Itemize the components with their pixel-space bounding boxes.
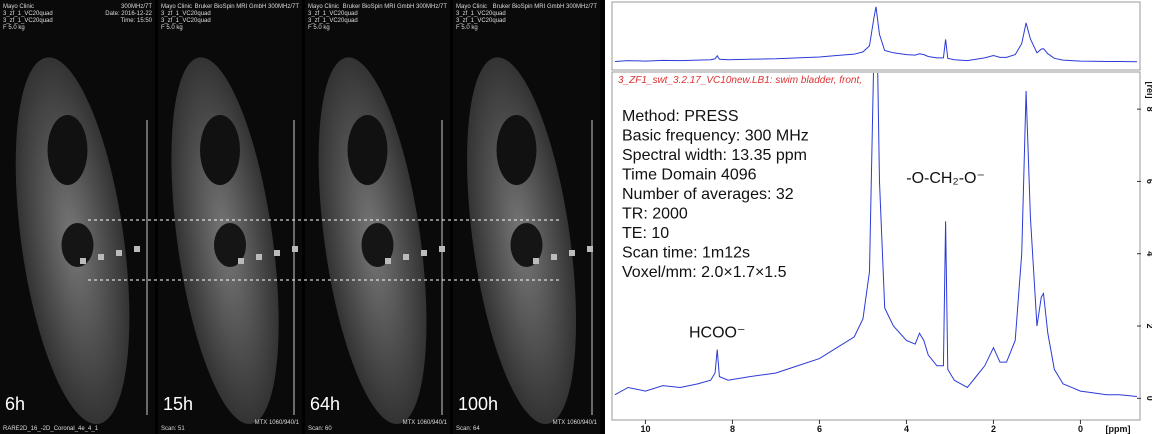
time-label: 64h — [310, 394, 340, 414]
parameter: Spectral width: 13.35 ppm — [622, 147, 807, 164]
x-axis-label: [ppm] — [1106, 424, 1131, 434]
voxel-marker — [403, 254, 409, 260]
voxel-marker — [551, 254, 557, 260]
x-tick-label: 4 — [904, 424, 909, 434]
x-tick-label: 0 — [1078, 424, 1083, 434]
parameter: Time Domain 4096 — [622, 167, 757, 184]
voxel-marker — [587, 246, 593, 252]
header-text: Mayo Clinic — [456, 4, 487, 10]
parameter: Method: PRESS — [622, 108, 739, 125]
header-text: 300MHz/7T — [121, 4, 152, 10]
overview-frame — [611, 1, 1141, 71]
swim-bladder — [510, 223, 543, 267]
header-text: 3_zf_1_VC20quad — [3, 18, 53, 24]
footer-text: MTX 1060/940/1 — [255, 420, 300, 426]
voxel-marker — [98, 254, 104, 260]
header-text: Bruker BioSpin MRI GmbH 300MHz/7T — [493, 4, 598, 10]
voxel-marker — [385, 258, 391, 264]
header-text: Mayo Clinic — [161, 4, 192, 10]
swim-bladder — [200, 115, 240, 185]
header-text: 3_zf_1_VC20quad — [456, 18, 506, 24]
time-label: 100h — [458, 394, 498, 414]
voxel-marker — [569, 250, 575, 256]
x-tick-label: 8 — [730, 424, 735, 434]
header-text: F 5.0 kg — [308, 25, 330, 31]
voxel-marker — [238, 258, 244, 264]
header-text: Mayo Clinic — [3, 4, 34, 10]
spectrum-label: 3_ZF1_swt_3.2.17_VC10new.LB1: swim bladd… — [618, 75, 862, 86]
y-axis-label: [rel] — [1145, 81, 1152, 98]
header-text: 3_zf_1_VC20quad — [3, 11, 53, 17]
footer-text: Scan: 60 — [308, 426, 332, 432]
voxel-marker — [116, 250, 122, 256]
footer-text: MTX 1060/940/1 — [553, 420, 598, 426]
voxel-marker — [533, 258, 539, 264]
swim-bladder — [61, 223, 94, 267]
header-text: F 5.0 kg — [161, 25, 183, 31]
y-tick-label: 0 — [1145, 396, 1152, 401]
y-tick-label: 2 — [1145, 324, 1152, 329]
header-text: Time: 15:50 — [121, 18, 153, 24]
voxel-marker — [421, 250, 427, 256]
parameter: Voxel/mm: 2.0×1.7×1.5 — [622, 264, 787, 281]
header-text: Mayo Clinic — [308, 4, 339, 10]
time-label: 6h — [5, 394, 25, 414]
swim-bladder — [361, 223, 394, 267]
voxel-marker — [292, 246, 298, 252]
header-text: 3_zf_1_VC20quad — [161, 11, 211, 17]
spectrum-line — [615, 73, 1137, 398]
overview-line — [615, 6, 1137, 63]
y-tick-label: 8 — [1145, 107, 1152, 112]
parameter: Number of averages: 32 — [622, 186, 794, 203]
parameter: TR: 2000 — [622, 206, 688, 223]
header-text: 3_zf_1_VC20quad — [161, 18, 211, 24]
y-tick-label: 6 — [1145, 179, 1152, 184]
y-tick-label: 4 — [1145, 251, 1152, 256]
voxel-marker — [256, 254, 262, 260]
header-text: Date: 2016-12-22 — [105, 11, 152, 17]
swim-bladder — [496, 115, 537, 185]
peak-annotation: HCOO⁻ — [689, 325, 745, 342]
parameter: Basic frequency: 300 MHz — [622, 128, 809, 145]
footer-text: MTX 1060/940/1 — [403, 420, 448, 426]
voxel-marker — [80, 258, 86, 264]
x-tick-label: 10 — [640, 424, 650, 434]
voxel-marker — [274, 250, 280, 256]
parameter: Scan time: 1m12s — [622, 245, 750, 262]
header-text: 3_zf_1_VC20quad — [456, 11, 506, 17]
x-tick-label: 6 — [817, 424, 822, 434]
voxel-marker — [439, 246, 445, 252]
time-label: 15h — [163, 394, 193, 414]
voxel-marker — [134, 246, 140, 252]
swim-bladder — [214, 223, 246, 267]
header-text: F 5.0 kg — [3, 25, 25, 31]
header-text: F 5.0 kg — [456, 25, 478, 31]
parameter: TE: 10 — [622, 225, 669, 242]
footer-text: Scan: 51 — [161, 426, 185, 432]
footer-text: RARE2D_16_-2D_Coronal_4e_4_1 — [3, 426, 99, 432]
header-text: Bruker BioSpin MRI GmbH 300MHz/7T — [343, 4, 448, 10]
x-tick-label: 2 — [991, 424, 996, 434]
footer-text: Scan: 64 — [456, 426, 480, 432]
header-text: 3_zf_1_VC20quad — [308, 11, 358, 17]
header-text: Bruker BioSpin MRI GmbH 300MHz/7T — [195, 4, 300, 10]
peak-annotation: -O-CH₂-O⁻ — [906, 170, 985, 187]
plot-frame — [611, 71, 1141, 421]
header-text: 3_zf_1_VC20quad — [308, 18, 358, 24]
swim-bladder — [347, 115, 388, 185]
swim-bladder — [47, 115, 88, 185]
